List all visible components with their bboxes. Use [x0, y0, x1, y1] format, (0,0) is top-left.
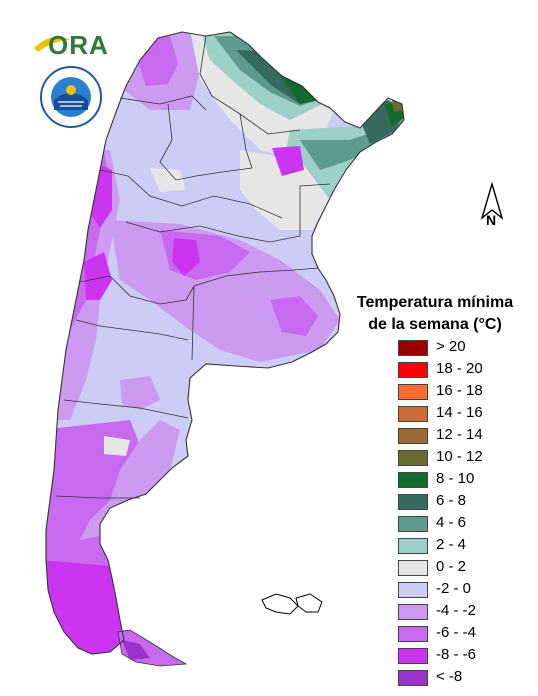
legend-swatch	[398, 406, 428, 422]
legend-label: 16 - 18	[436, 382, 483, 399]
legend-swatch	[398, 582, 428, 598]
legend-label: 12 - 14	[436, 426, 483, 443]
band--6--4-pampa	[270, 296, 318, 336]
tierra-del-fuego-cold	[122, 640, 150, 660]
legend-swatch	[398, 648, 428, 664]
legend-swatch	[398, 362, 428, 378]
legend-label: 0 - 2	[436, 558, 467, 575]
tierra-del-fuego	[117, 629, 188, 667]
legend-swatch	[398, 538, 428, 554]
legend-title-line2: de la semana (°C)	[368, 316, 502, 333]
north-arrow-icon	[480, 181, 504, 220]
legend-label: 10 - 12	[436, 448, 483, 465]
legend-swatch	[398, 340, 428, 356]
legend-swatch	[398, 472, 428, 488]
legend-label: > 20	[436, 338, 466, 355]
legend-swatch	[398, 560, 428, 576]
legend-label: -4 - -2	[436, 602, 477, 619]
band--8--6-andes-b	[84, 252, 112, 300]
legend-label: 14 - 16	[436, 404, 483, 421]
legend-label: 18 - 20	[436, 360, 483, 377]
legend-swatch	[398, 384, 428, 400]
smn-seal-icon	[40, 66, 102, 128]
band-0-2-litoral	[240, 150, 330, 230]
band-4-6-litoral	[300, 112, 404, 170]
band--8--6-spot	[272, 146, 304, 176]
province-borders	[55, 35, 331, 499]
legend-label: 2 - 4	[436, 536, 467, 553]
legend-swatch	[398, 626, 428, 642]
legend-label: 8 - 10	[436, 470, 475, 487]
legend-swatch	[398, 670, 428, 686]
legend-swatch	[398, 604, 428, 620]
legend-swatch	[398, 494, 428, 510]
band--8--6-cordoba	[172, 238, 200, 276]
legend-label: -2 - 0	[436, 580, 472, 597]
legend-swatch	[398, 428, 428, 444]
malvinas-islands	[261, 593, 323, 615]
north-label: N	[486, 212, 497, 228]
legend-label: < -8	[436, 668, 463, 685]
band--4--2-mid	[120, 376, 160, 410]
legend-label: 6 - 8	[436, 492, 467, 509]
ora-logo-icon	[34, 36, 70, 52]
legend-label: 4 - 6	[436, 514, 467, 531]
legend-label: -6 - -4	[436, 624, 477, 641]
legend-swatch	[398, 516, 428, 532]
legend-swatch	[398, 450, 428, 466]
legend-title: Temperatura mínima de la semana (°C)	[346, 292, 524, 336]
country-outline	[45, 31, 405, 655]
band--4--2-patagonia	[80, 420, 180, 540]
legend-label: -8 - -6	[436, 646, 477, 663]
legend-title-line1: Temperatura mínima	[356, 294, 514, 311]
band-0-2-spot	[150, 168, 186, 192]
band-0-2-south-spot	[104, 436, 130, 456]
ora-logo-text: ORA	[48, 30, 109, 60]
